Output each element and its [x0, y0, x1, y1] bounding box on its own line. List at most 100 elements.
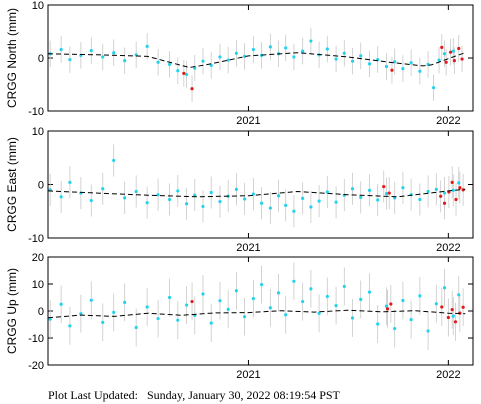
observation-point — [325, 190, 329, 194]
observation-point — [442, 286, 447, 290]
y-axis-title: CRGG North (mm) — [5, 8, 19, 108]
observation-point — [101, 55, 105, 59]
y-tick-label: 0 — [38, 306, 44, 318]
observation-point — [367, 62, 372, 66]
observation-point — [101, 320, 105, 324]
observation-point — [292, 55, 296, 59]
y-tick-label: 20 — [32, 252, 44, 264]
flagged-point — [442, 201, 447, 205]
observation-point — [309, 205, 313, 209]
observation-point — [434, 187, 438, 191]
observation-point — [259, 282, 264, 287]
observation-point — [59, 47, 63, 52]
observation-point — [209, 190, 213, 195]
model-trend-line — [47, 188, 466, 198]
observation-point — [359, 297, 363, 301]
observation-point — [134, 189, 138, 194]
observation-point — [325, 47, 329, 51]
panel-east: -10 0 10 2021 2022 CRGG East (mm) — [5, 126, 474, 254]
observation-point — [184, 303, 189, 307]
observation-point — [384, 191, 389, 196]
plot-frame — [47, 4, 474, 112]
flagged-point — [387, 191, 391, 195]
observation-point — [234, 51, 239, 55]
observation-point — [418, 294, 422, 298]
observation-point — [234, 289, 239, 293]
observation-point — [123, 196, 127, 200]
observation-point — [384, 64, 389, 69]
observation-point — [284, 313, 288, 317]
observation-point — [350, 187, 355, 191]
observation-point — [268, 206, 272, 210]
observation-point — [156, 60, 160, 64]
flagged-point — [439, 194, 443, 198]
flagged-point — [382, 185, 386, 189]
observation-point — [156, 316, 160, 321]
observation-point — [193, 66, 197, 70]
observation-point — [431, 86, 436, 90]
panel-up: -20 -10 0 10 20 2021 2022 CRGG Up (mm) — [5, 252, 474, 381]
observation-point — [167, 62, 172, 66]
observation-point — [201, 204, 205, 209]
observation-point — [342, 284, 346, 289]
x-tick-label: 2021 — [236, 369, 260, 381]
observation-point — [218, 200, 222, 204]
observation-point — [243, 54, 247, 59]
x-tick-label: 2021 — [236, 115, 260, 127]
observation-point — [367, 188, 372, 192]
observation-point — [359, 195, 363, 199]
observation-point — [409, 61, 413, 65]
y-tick-label: -10 — [28, 106, 44, 118]
x-tick-label: 2022 — [436, 115, 460, 127]
observation-point — [184, 72, 189, 77]
observation-point — [276, 194, 281, 198]
flagged-point — [450, 180, 454, 184]
observation-point — [268, 45, 272, 49]
observation-point — [418, 197, 422, 202]
model-trend-line — [47, 52, 466, 69]
y-tick-label: -10 — [28, 233, 44, 245]
observation-point — [145, 201, 149, 205]
observation-point — [393, 326, 397, 331]
observation-point — [451, 314, 455, 318]
observation-point — [376, 322, 380, 326]
flagged-point — [452, 59, 456, 63]
flagged-point — [458, 186, 462, 190]
flagged-point — [182, 71, 186, 75]
observation-point — [437, 58, 441, 62]
observation-point — [401, 186, 405, 190]
observation-point — [201, 292, 205, 296]
x-tick-label: 2022 — [436, 369, 460, 381]
x-tick-label: 2021 — [236, 242, 260, 254]
observation-point — [209, 321, 213, 325]
observation-point — [184, 202, 189, 206]
plot-updated-footer: Plot Last Updated: Sunday, January 30, 2… — [48, 388, 340, 403]
observation-point — [276, 291, 281, 295]
observation-point — [201, 59, 205, 63]
observation-point — [112, 310, 116, 314]
observation-point — [376, 198, 380, 202]
flagged-point — [389, 302, 393, 306]
observation-point — [292, 279, 296, 283]
observation-point — [409, 318, 413, 322]
observation-point — [218, 299, 222, 303]
observation-point — [384, 304, 389, 308]
observation-point — [156, 193, 160, 197]
observation-point — [268, 306, 272, 310]
y-tick-label: 10 — [32, 279, 44, 291]
observation-point — [418, 69, 422, 73]
model-trend-line — [47, 309, 466, 319]
y-axis-title: CRGG Up (mm) — [5, 268, 19, 354]
observation-point — [243, 197, 247, 201]
observation-point — [79, 312, 83, 316]
observation-point — [442, 191, 447, 195]
observation-point — [426, 329, 430, 333]
observation-point — [123, 59, 127, 63]
observation-point — [457, 293, 461, 297]
flagged-point — [385, 307, 390, 311]
observation-point — [309, 39, 313, 43]
observation-point — [284, 46, 288, 50]
observation-point — [112, 51, 116, 55]
flagged-point — [454, 197, 458, 202]
observation-point — [59, 195, 63, 199]
